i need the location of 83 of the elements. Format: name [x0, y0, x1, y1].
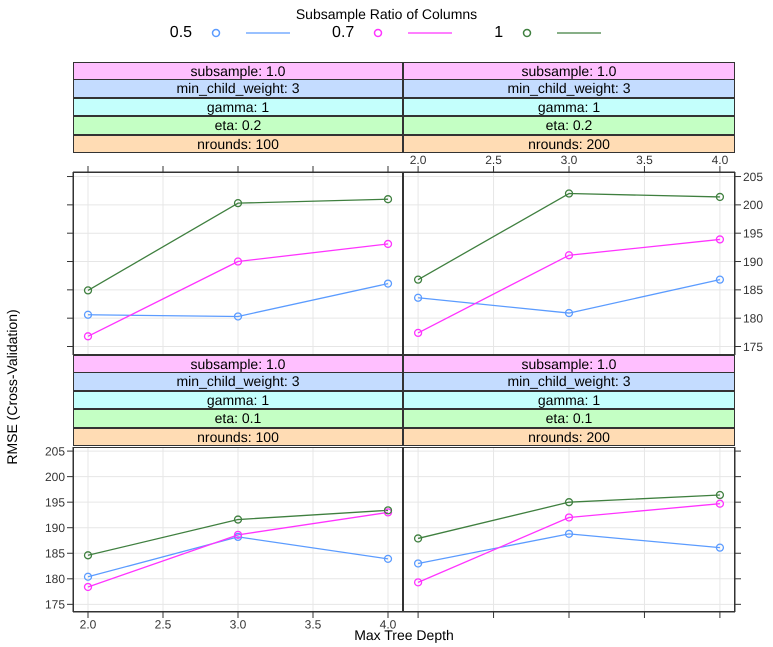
text: min_child_weight: 3 — [73, 79, 403, 98]
point — [564, 308, 574, 318]
point — [716, 490, 724, 500]
text: nrounds: 100 — [73, 134, 403, 153]
point — [84, 572, 92, 581]
y-tick-label: 195 — [743, 226, 764, 240]
text: eta: 0.2 — [403, 116, 735, 135]
x-axis-title: Max Tree Depth — [354, 627, 454, 643]
point — [84, 286, 92, 295]
point — [234, 199, 242, 208]
text: gamma: 1 — [73, 98, 403, 116]
legend-label: 0.7 — [332, 24, 354, 42]
text: nrounds: 200 — [403, 134, 735, 153]
text: nrounds: 200 — [403, 428, 735, 446]
y-tick-label: 190 — [44, 520, 66, 535]
point — [716, 275, 724, 284]
point — [384, 240, 392, 248]
text: subsample: 1.0 — [403, 355, 735, 374]
text: eta: 0.1 — [403, 409, 735, 428]
point — [564, 498, 574, 506]
x-tick-label: 3.5 — [636, 153, 654, 167]
point — [564, 530, 574, 538]
point — [384, 195, 392, 204]
point — [384, 506, 392, 514]
point — [414, 294, 422, 302]
y-tick-label: 175 — [743, 340, 764, 354]
point — [414, 534, 422, 543]
y-tick-label: 195 — [44, 495, 66, 510]
point — [564, 513, 574, 522]
point — [234, 312, 242, 321]
y-tick-label: 180 — [743, 311, 764, 326]
y-tick-label: 175 — [44, 598, 66, 612]
point — [564, 251, 574, 260]
point — [414, 328, 422, 338]
point — [84, 582, 92, 592]
point — [84, 310, 92, 319]
text: nrounds: 100 — [73, 428, 403, 446]
text: gamma: 1 — [403, 390, 735, 410]
legend-title: Subsample Ratio of Columns — [294, 6, 478, 22]
text: eta: 0.2 — [73, 116, 403, 135]
x-tick-label: 3.5 — [304, 618, 322, 632]
point — [564, 189, 574, 198]
point — [384, 279, 392, 288]
point — [414, 578, 422, 587]
point — [84, 551, 92, 560]
point — [716, 543, 724, 552]
point — [384, 508, 392, 517]
y-tick-label: 200 — [743, 198, 764, 212]
x-tick-label: 2.0 — [80, 618, 97, 632]
y-tick-label: 205 — [743, 170, 764, 184]
x-tick-label: 4.0 — [712, 153, 729, 167]
text: subsample: 1.0 — [73, 62, 403, 80]
x-tick-label: 2.5 — [154, 618, 172, 632]
y-tick-label: 205 — [44, 444, 66, 458]
y-tick-label: 200 — [44, 470, 66, 484]
point — [716, 235, 724, 244]
x-tick-label: 2.0 — [410, 153, 427, 167]
x-tick-label: 3.0 — [560, 153, 578, 167]
point — [234, 257, 242, 266]
y-tick-label: 180 — [44, 572, 66, 586]
text: gamma: 1 — [73, 390, 403, 410]
text: eta: 0.1 — [73, 409, 403, 428]
legend-label: 0.5 — [170, 24, 192, 42]
point — [384, 554, 392, 564]
x-tick-label: 3.0 — [230, 618, 247, 632]
text: min_child_weight: 3 — [403, 79, 735, 98]
y-tick-label: 185 — [743, 283, 764, 298]
point — [716, 192, 724, 202]
y-tick-label: 185 — [44, 546, 66, 561]
text: subsample: 1.0 — [73, 355, 403, 374]
text: gamma: 1 — [403, 98, 735, 116]
text: min_child_weight: 3 — [73, 372, 403, 391]
legend-label: 1 — [494, 24, 504, 42]
point — [716, 500, 724, 508]
x-tick-label: 2.5 — [485, 153, 502, 167]
y-axis-title: RMSE (Cross-Validation) — [4, 308, 20, 467]
text: min_child_weight: 3 — [403, 372, 735, 391]
point — [234, 515, 242, 524]
point — [414, 559, 422, 568]
y-tick-label: 190 — [743, 254, 764, 269]
point — [414, 275, 422, 284]
text: subsample: 1.0 — [403, 62, 735, 80]
point — [84, 332, 92, 340]
